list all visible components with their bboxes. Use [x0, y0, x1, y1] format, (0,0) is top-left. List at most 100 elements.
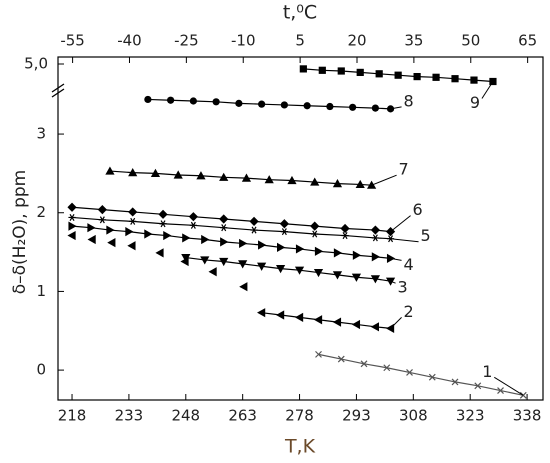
point — [158, 209, 168, 219]
point — [451, 378, 459, 386]
point — [144, 229, 153, 239]
point — [333, 248, 343, 258]
point — [280, 228, 288, 236]
point — [351, 319, 361, 330]
point — [360, 360, 368, 368]
x-tick-label: 338 — [513, 407, 542, 425]
axis-break — [51, 88, 65, 98]
point — [326, 102, 334, 111]
point — [371, 234, 379, 242]
point — [212, 98, 220, 106]
point — [474, 382, 482, 390]
point — [497, 387, 504, 394]
x2-tick-label: 5 — [295, 32, 305, 50]
point — [97, 204, 107, 215]
point — [276, 242, 286, 252]
point — [220, 237, 229, 247]
y-tick-label: 0 — [36, 361, 46, 379]
x-tick-label: 323 — [456, 407, 485, 425]
point — [67, 202, 77, 212]
series-line — [318, 353, 524, 396]
point — [340, 223, 350, 234]
point — [470, 76, 478, 84]
point — [349, 103, 357, 111]
point — [383, 364, 391, 372]
point — [332, 179, 343, 188]
point — [68, 213, 76, 221]
point — [144, 95, 152, 104]
point — [200, 256, 210, 265]
point — [196, 171, 206, 180]
point — [279, 219, 289, 229]
x-tick-label: 293 — [342, 407, 371, 425]
point — [107, 238, 116, 248]
point — [201, 234, 210, 245]
x2-tick-label: 50 — [461, 32, 480, 50]
point — [167, 96, 175, 104]
x2-tick-label: 35 — [404, 32, 423, 50]
point — [370, 275, 380, 284]
y-tick-label: 3 — [36, 125, 46, 143]
point — [451, 75, 459, 83]
x-axis-label: T,K — [284, 436, 316, 458]
point — [313, 268, 324, 278]
point — [332, 317, 342, 327]
point — [180, 256, 189, 267]
point — [295, 244, 305, 254]
point — [208, 267, 217, 277]
point — [406, 369, 413, 376]
point — [67, 230, 76, 241]
point — [150, 168, 161, 178]
point — [173, 170, 183, 179]
series-label: 6 — [412, 200, 422, 219]
point — [318, 66, 326, 74]
series-line — [109, 170, 372, 186]
point — [299, 65, 307, 73]
x2-axis-label: t,⁰C — [283, 2, 317, 24]
label-leader — [390, 317, 402, 329]
point — [106, 225, 115, 235]
series-line — [71, 206, 391, 233]
label-leader — [494, 376, 524, 396]
series-line — [185, 256, 391, 282]
point — [68, 221, 77, 231]
point — [87, 234, 96, 245]
point — [258, 100, 266, 108]
series-label: 9 — [470, 93, 480, 112]
x2-tick-label: -40 — [117, 32, 142, 50]
x2-tick-label: -55 — [60, 32, 85, 50]
point — [385, 323, 395, 334]
label-leader — [390, 106, 402, 110]
point — [310, 221, 320, 231]
point — [250, 226, 258, 234]
point — [303, 102, 311, 110]
point — [182, 233, 191, 243]
point — [310, 177, 320, 186]
point — [235, 99, 243, 107]
x-tick-label: 308 — [399, 407, 428, 425]
x-tick-label: 218 — [58, 407, 87, 425]
x-tick-label: 233 — [115, 407, 144, 425]
point — [337, 355, 345, 363]
point — [98, 216, 106, 224]
point — [241, 173, 252, 182]
point — [220, 224, 228, 232]
point — [87, 223, 96, 233]
point — [249, 216, 259, 226]
point — [337, 67, 345, 75]
x-tick-label: 278 — [285, 407, 314, 425]
series-label: 5 — [420, 226, 430, 245]
point — [125, 227, 134, 237]
point — [341, 232, 349, 240]
point — [371, 252, 380, 262]
label-leader — [390, 280, 396, 284]
series-line — [71, 216, 391, 240]
y-tick-label: 5,0 — [24, 55, 48, 73]
point — [275, 265, 286, 274]
axis-break — [51, 83, 65, 93]
point — [294, 312, 304, 322]
point — [370, 225, 380, 235]
point — [394, 71, 402, 79]
x2-tick-label: 65 — [518, 32, 537, 50]
